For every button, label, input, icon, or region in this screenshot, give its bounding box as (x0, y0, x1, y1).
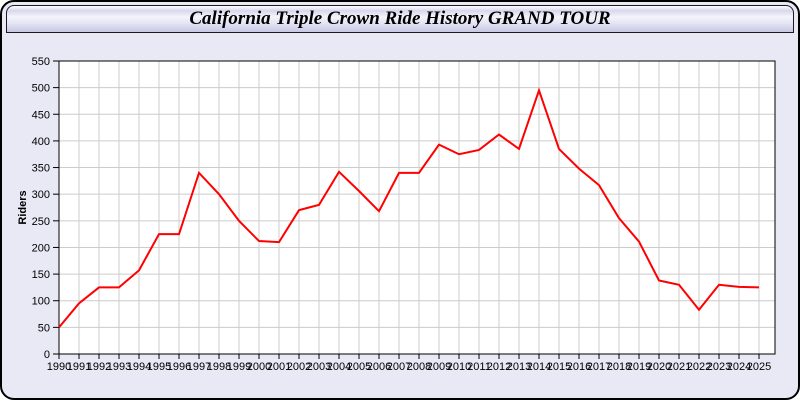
x-axis-tick-label: 1990 (47, 361, 71, 373)
x-axis-tick-label: 2005 (347, 361, 371, 373)
x-axis-tick-label: 2012 (487, 361, 511, 373)
y-axis-tick-label: 550 (32, 56, 50, 68)
x-axis-tick-label: 2009 (427, 361, 451, 373)
x-axis-tick-label: 2025 (747, 361, 771, 373)
x-axis-tick-label: 2003 (307, 361, 331, 373)
x-axis-tick-label: 2016 (567, 361, 591, 373)
plot-area (59, 61, 775, 354)
x-axis-tick-label: 1995 (147, 361, 171, 373)
x-axis-tick-label: 1999 (227, 361, 251, 373)
y-axis-tick-label: 150 (32, 269, 50, 281)
x-axis-tick-label: 1991 (67, 361, 91, 373)
y-axis-tick-label: 350 (32, 163, 50, 175)
x-axis-tick-label: 2019 (627, 361, 651, 373)
x-axis-tick-label: 1993 (107, 361, 131, 373)
x-axis-tick-label: 2008 (407, 361, 431, 373)
x-axis-tick-label: 2011 (467, 361, 491, 373)
x-axis-tick-label: 2000 (247, 361, 271, 373)
y-axis-tick-label: 500 (32, 83, 50, 95)
x-axis-tick-label: 1997 (187, 361, 211, 373)
x-axis-tick-label: 1992 (87, 361, 111, 373)
y-axis-title: Riders (17, 190, 29, 224)
x-axis-tick-label: 1996 (167, 361, 191, 373)
y-axis-tick-label: 50 (38, 322, 50, 334)
x-axis-tick-label: 2006 (367, 361, 391, 373)
x-axis-tick-label: 2014 (527, 361, 551, 373)
y-axis-tick-label: 450 (32, 109, 50, 121)
x-axis-tick-label: 2010 (447, 361, 471, 373)
x-axis-tick-label: 2022 (687, 361, 711, 373)
x-axis-tick-label: 2007 (387, 361, 411, 373)
x-axis-tick-label: 2002 (287, 361, 311, 373)
x-axis-tick-label: 1994 (127, 361, 151, 373)
y-axis-tick-label: 100 (32, 296, 50, 308)
y-axis-tick-label: 300 (32, 189, 50, 201)
x-axis-tick-label: 2020 (647, 361, 671, 373)
title-bar: California Triple Crown Ride History GRA… (6, 5, 794, 33)
plot-border (58, 60, 776, 355)
x-axis-tick-label: 2021 (667, 361, 691, 373)
x-axis-tick-label: 2013 (507, 361, 531, 373)
x-axis-tick-label: 1998 (207, 361, 231, 373)
y-axis-tick-label: 200 (32, 242, 50, 254)
x-axis-tick-label: 2001 (267, 361, 291, 373)
x-axis-tick-label: 2018 (607, 361, 631, 373)
x-axis-tick-label: 2024 (727, 361, 751, 373)
y-axis-tick-label: 0 (44, 349, 50, 361)
x-axis-tick-label: 2015 (547, 361, 571, 373)
x-axis-tick-label: 2023 (707, 361, 731, 373)
y-axis-tick-label: 400 (32, 136, 50, 148)
y-axis-tick-label: 250 (32, 216, 50, 228)
x-axis-tick-label: 2004 (327, 361, 351, 373)
x-axis-tick-label: 2017 (587, 361, 611, 373)
series-line-riders (58, 87, 760, 329)
page-title: California Triple Crown Ride History GRA… (189, 8, 611, 29)
